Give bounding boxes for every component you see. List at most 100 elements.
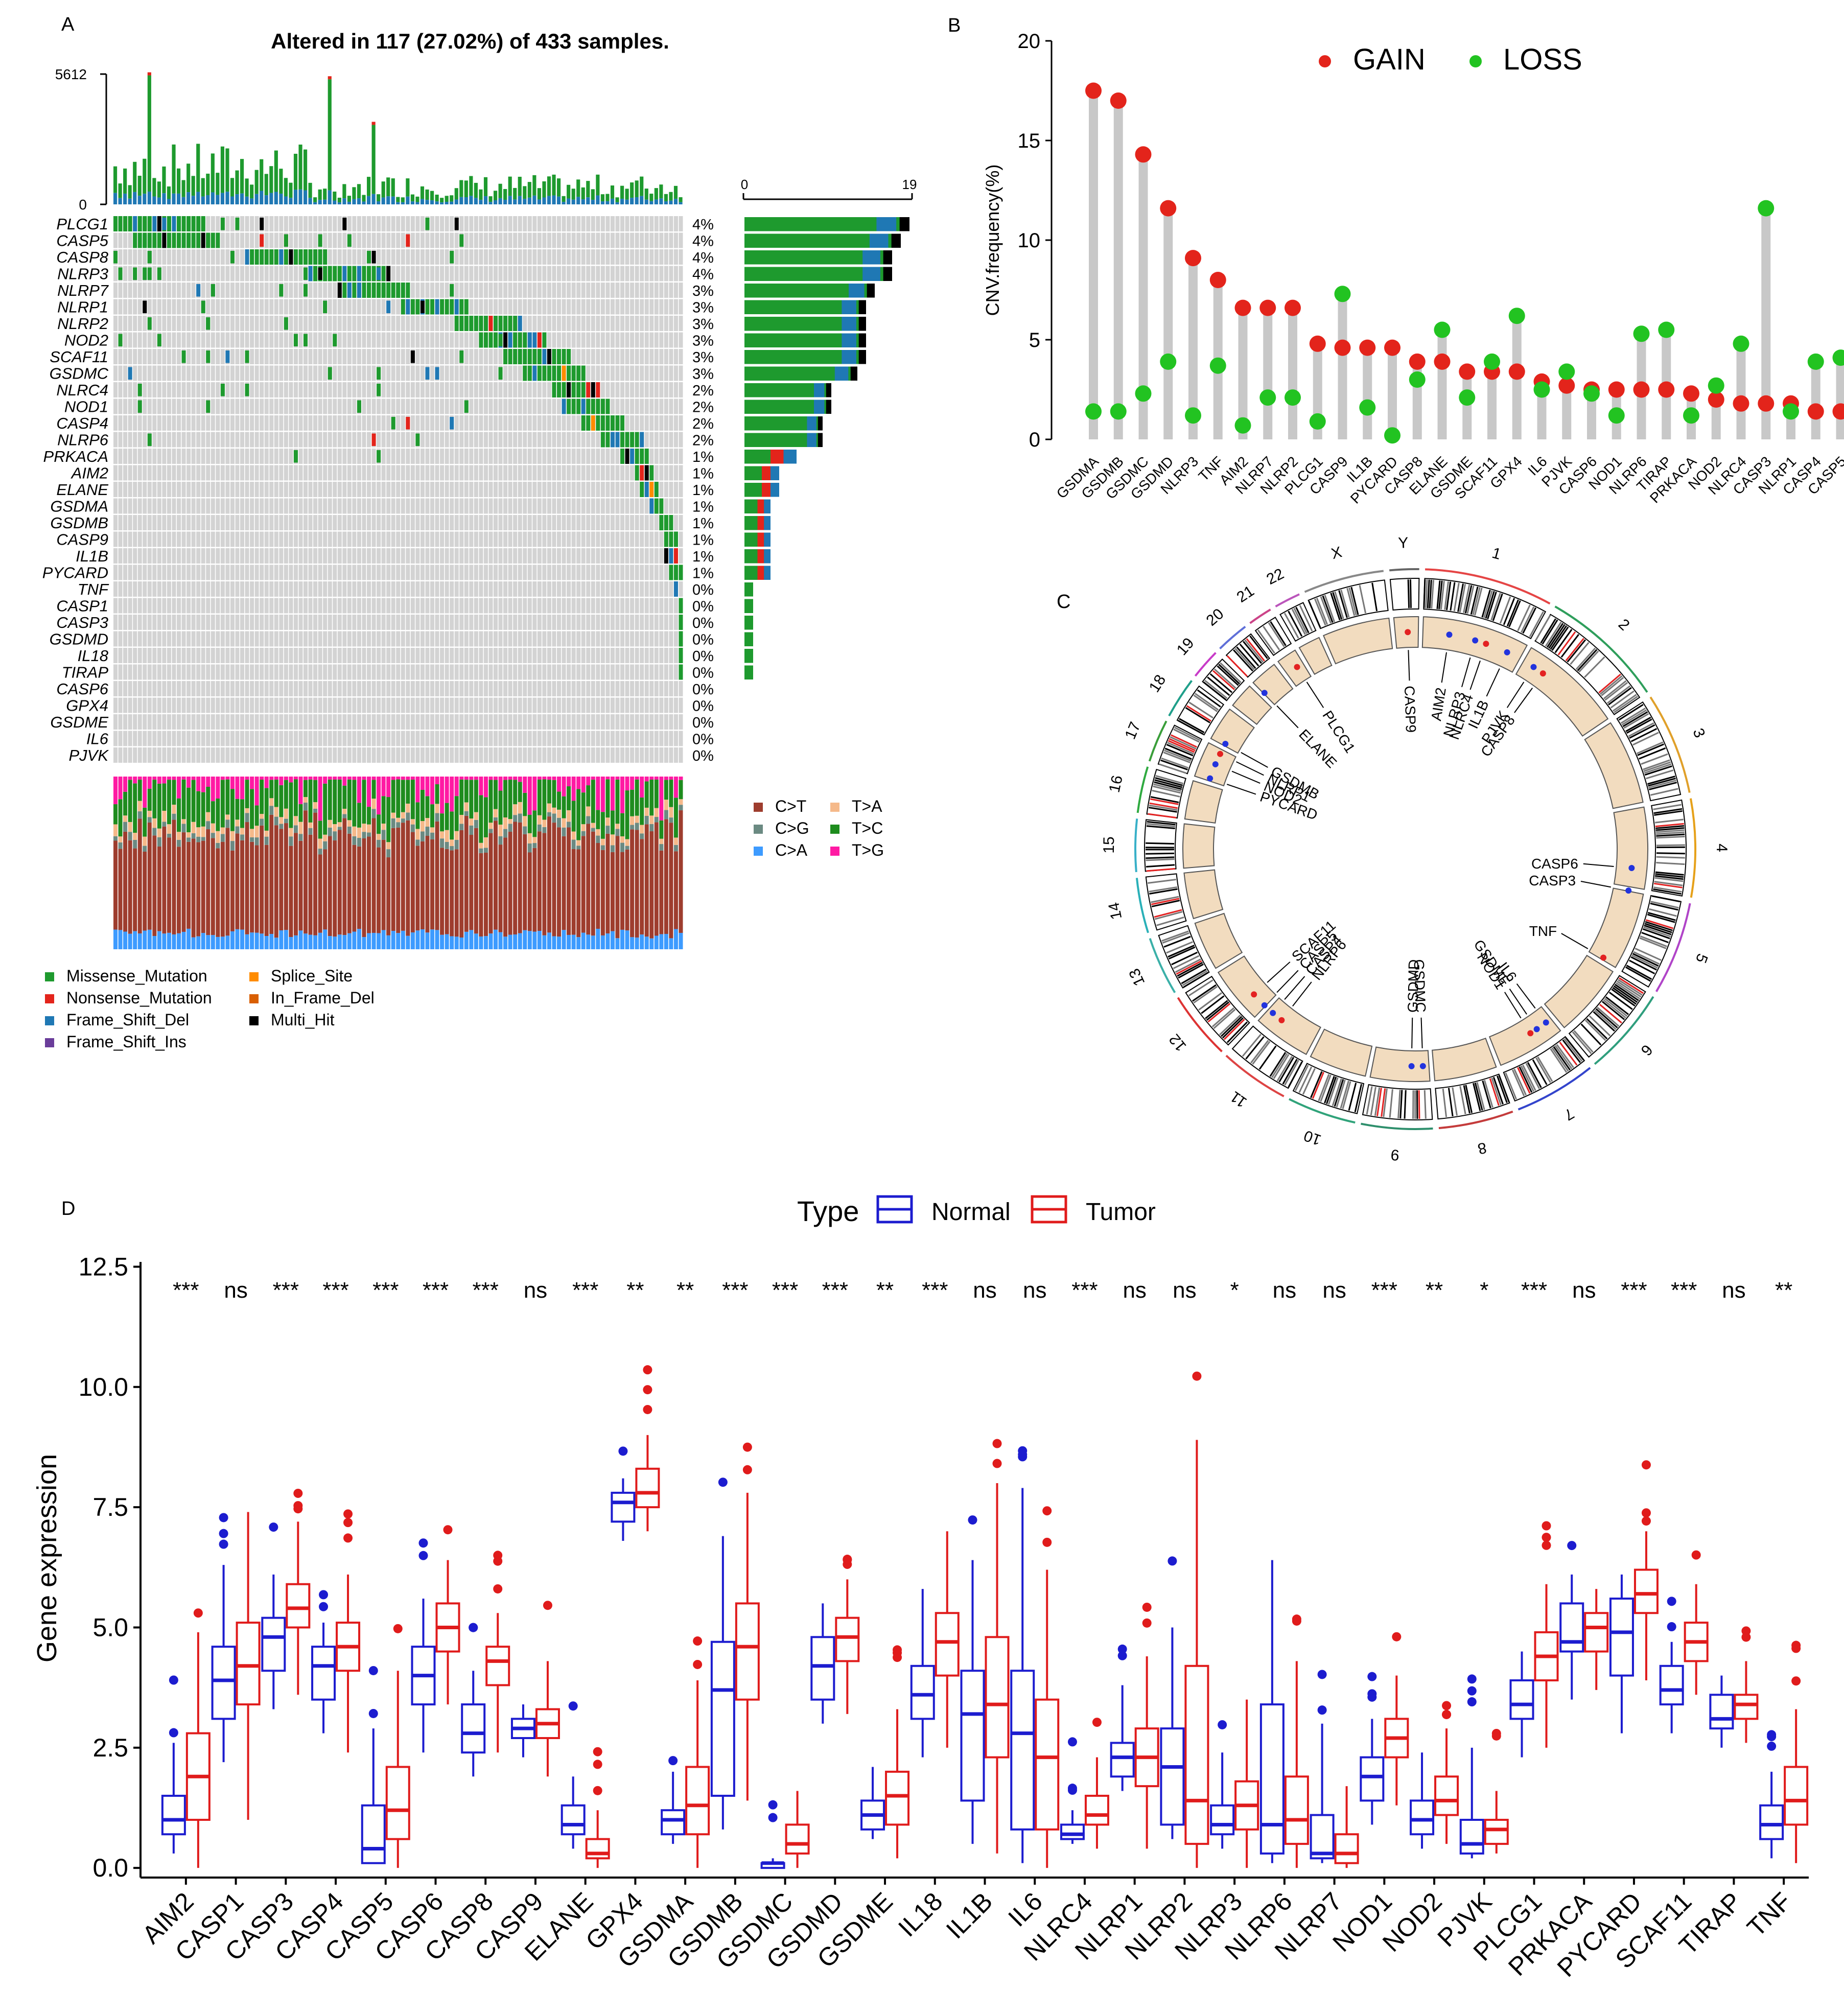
oncoprint-cell [308, 398, 313, 414]
oncoprint-cell [630, 299, 635, 315]
oncoprint-cell [225, 648, 230, 663]
oncoprint-alteration [425, 299, 430, 315]
oncoprint-cell [260, 697, 264, 713]
oncoprint-cell [196, 382, 201, 397]
oncoprint-cell [308, 415, 313, 431]
oncoprint-cell [337, 415, 342, 431]
titv-ca [264, 936, 269, 949]
titv-ct [352, 845, 357, 932]
oncoprint-cell [216, 565, 220, 580]
oncoprint-cell [269, 664, 274, 680]
oncoprint-cell [620, 631, 625, 647]
oncoprint-cell [318, 598, 322, 614]
oncoprint-cell [552, 664, 556, 680]
oncoprint-cell [508, 216, 512, 231]
oncoprint-cell [391, 631, 395, 647]
oncoprint-cell [371, 598, 376, 614]
gene-label: IL1B [76, 547, 108, 565]
oncoprint-cell [264, 465, 269, 481]
oncoprint-cell [143, 565, 147, 580]
oncoprint-cell [523, 664, 527, 680]
tmb-bar-fsdel [250, 198, 254, 204]
oncoprint-cell [600, 216, 605, 231]
titv-ta [377, 834, 381, 840]
oncoprint-cell [337, 681, 342, 696]
oncoprint-cell [211, 266, 215, 282]
oncoprint-cell [279, 714, 284, 730]
oncoprint-cell [128, 714, 132, 730]
oncoprint-cell [274, 465, 278, 481]
titv-tc [235, 799, 240, 820]
oncoprint-cell [137, 415, 142, 431]
oncoprint-cell [542, 531, 547, 547]
oncoprint-cell [216, 465, 220, 481]
oncoprint-cell [181, 531, 186, 547]
oncoprint-cell [250, 697, 254, 713]
tmb-bar-fsdel [523, 199, 527, 204]
oncoprint-cell [420, 465, 425, 481]
oncoprint-cell [137, 531, 142, 547]
oncoprint-cell [406, 432, 410, 448]
oncoprint-cell [123, 648, 128, 663]
oncoprint-alteration [562, 398, 566, 414]
oncoprint-cell [562, 747, 566, 763]
oncoprint-cell [532, 299, 537, 315]
oncoprint-cell [118, 548, 123, 564]
tmb-bar-fsdel [298, 189, 302, 204]
oncoprint-cell [172, 498, 176, 514]
oncoprint-alteration [377, 384, 381, 396]
oncoprint-alteration [630, 449, 635, 464]
oncoprint-cell [654, 515, 659, 530]
oncoprint-cell [220, 332, 225, 348]
titv-ct [167, 837, 171, 933]
oncoprint-cell [552, 299, 556, 315]
oncoprint-cell [211, 515, 215, 530]
oncoprint-cell [615, 382, 620, 397]
oncoprint-cell [367, 365, 371, 381]
oncoprint-cell [352, 299, 357, 315]
oncoprint-cell [118, 565, 123, 580]
titv-ct [367, 836, 371, 933]
oncoprint-cell [567, 664, 571, 680]
oncoprint-cell [206, 615, 211, 630]
oncoprint-cell [620, 232, 625, 248]
tmb-bar-missense [527, 182, 531, 198]
oncoprint-cell [245, 216, 249, 231]
titv-ta [118, 836, 123, 842]
oncoprint-cell [191, 731, 196, 746]
oncoprint-alteration [347, 266, 352, 282]
oncoprint-cell [254, 382, 259, 397]
oncoprint-cell [313, 631, 318, 647]
oncoprint-cell [308, 283, 313, 298]
oncoprint-cell [211, 365, 215, 381]
oncoprint-cell [557, 482, 562, 497]
titv-tc [274, 780, 278, 807]
oncoprint-cell [216, 531, 220, 547]
oncoprint-cell [547, 565, 551, 580]
oncoprint-cell [537, 697, 542, 713]
oncoprint-cell [547, 283, 551, 298]
oncoprint-cell [342, 498, 347, 514]
titv-ct [235, 833, 240, 929]
titv-tg [445, 777, 449, 803]
oncoprint-cell [401, 531, 405, 547]
oncoprint-cell [347, 349, 352, 364]
titv-ct [264, 845, 269, 936]
oncoprint-cell [620, 581, 625, 597]
oncoprint-cell [328, 249, 332, 265]
tmb-bar-missense [483, 177, 488, 197]
oncoprint-cell [483, 581, 488, 597]
oncoprint-cell [293, 581, 298, 597]
oncoprint-cell [377, 581, 381, 597]
oncoprint-cell [181, 283, 186, 298]
oncoprint-alteration [147, 433, 152, 446]
oncoprint-cell [547, 515, 551, 530]
oncoprint-cell [474, 498, 478, 514]
oncoprint-cell [654, 316, 659, 331]
oncoprint-cell [571, 747, 576, 763]
oncoprint-cell [381, 714, 386, 730]
oncoprint-cell [649, 581, 654, 597]
oncoprint-cell [196, 714, 201, 730]
oncoprint-cell [293, 415, 298, 431]
oncoprint-cell [425, 249, 430, 265]
